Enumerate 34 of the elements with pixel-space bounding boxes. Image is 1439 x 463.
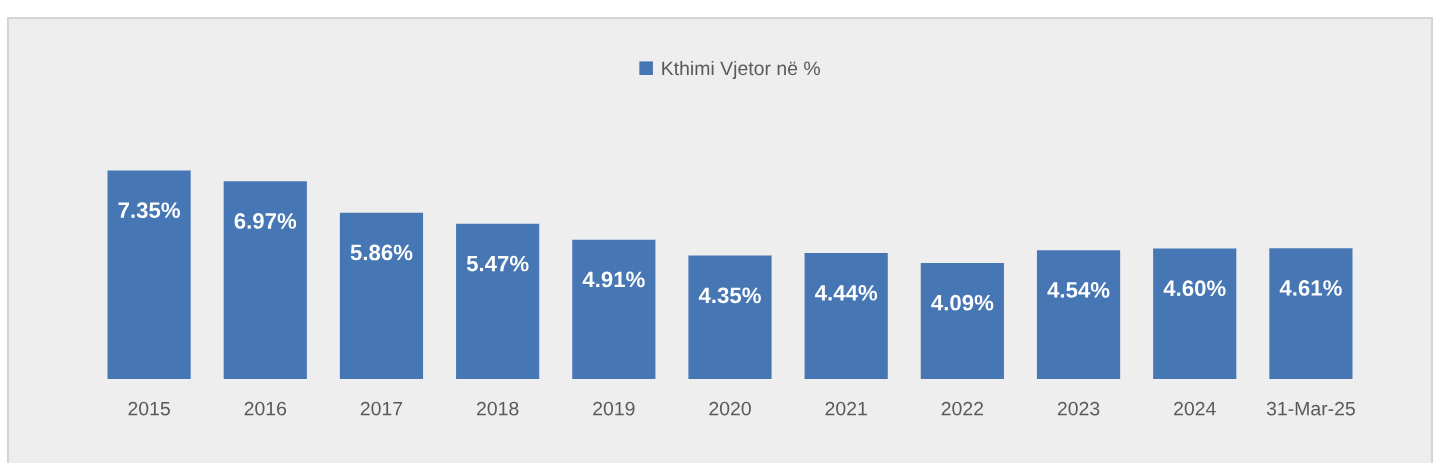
data-label: 4.61% [1279, 280, 1342, 296]
x-tick-label: 2022 [941, 401, 984, 416]
data-label: 7.35% [118, 202, 181, 219]
data-label: 4.60% [1163, 280, 1226, 297]
data-label: 4.54% [1047, 282, 1110, 298]
bar [223, 181, 307, 379]
data-label: 5.47% [466, 255, 529, 272]
legend-label: Kthimi Vjetor në % [662, 60, 820, 80]
x-tick-label: 2019 [593, 401, 635, 416]
x-tick-label: 2018 [476, 401, 519, 416]
bar [339, 212, 424, 379]
data-label: 6.97% [234, 213, 297, 229]
bar [107, 170, 191, 379]
bar [804, 253, 888, 379]
bar [688, 255, 772, 379]
bar [1269, 248, 1353, 379]
bar [920, 262, 1004, 379]
x-tick-label: 2016 [244, 401, 287, 416]
bar [1153, 248, 1237, 379]
bar [1036, 250, 1121, 379]
x-tick-label: 2020 [709, 401, 751, 416]
x-tick-label: 2015 [128, 401, 170, 416]
x-tick-label: 2021 [825, 401, 867, 416]
data-label: 4.44% [815, 284, 878, 301]
x-tick-label: 31-Mar-25 [1266, 401, 1355, 416]
x-tick-label: 2023 [1057, 401, 1100, 416]
x-tick-label: 2024 [1174, 401, 1216, 416]
bar [456, 223, 540, 379]
data-label: 5.86% [350, 244, 413, 261]
x-tick-label: 2017 [360, 401, 403, 416]
data-label: 4.35% [698, 287, 761, 304]
data-label: 4.91% [582, 271, 645, 288]
data-label: 4.09% [931, 294, 994, 311]
bar [572, 239, 656, 379]
